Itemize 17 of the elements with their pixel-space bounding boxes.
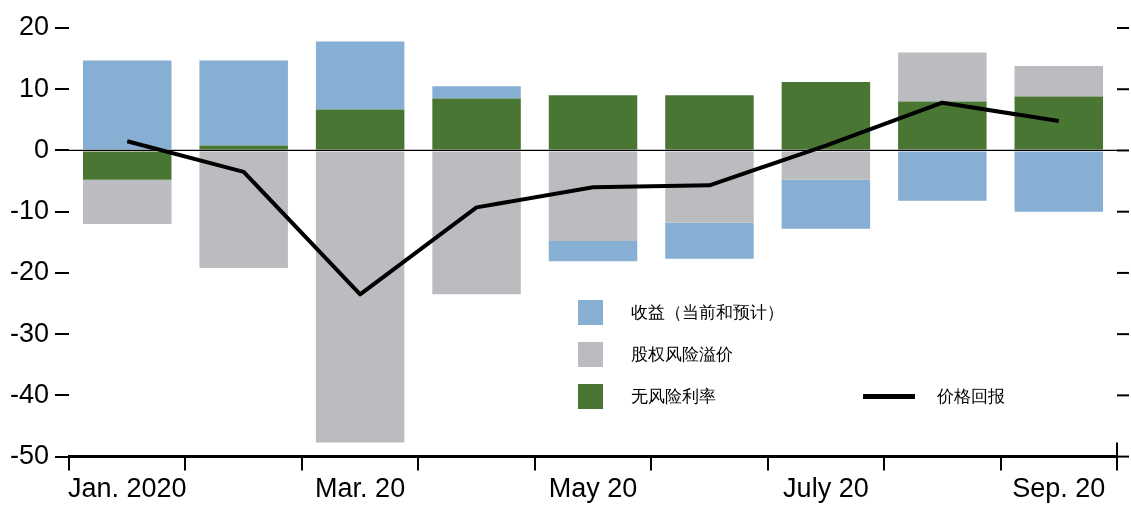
y-tick-label: -50 (9, 440, 50, 471)
x-tick-label: Jan. 2020 (67, 473, 187, 504)
y-tick-label: 20 (18, 11, 50, 42)
legend-label: 股权风险溢价 (631, 344, 733, 366)
y-tick-label: -30 (9, 317, 50, 348)
y-tick-label: 0 (33, 133, 50, 164)
legend-label: 收益（当前和预计） (631, 302, 784, 324)
x-tick-label: July 20 (783, 473, 869, 504)
y-tick-label: -40 (9, 378, 50, 409)
x-tick-label: Mar. 20 (315, 473, 406, 504)
y-tick-label: -20 (9, 256, 50, 287)
y-tick-label: 10 (18, 72, 50, 103)
legend-label: 无风险利率 (631, 386, 716, 408)
y-tick-label: -10 (9, 195, 50, 226)
legend-label: 价格回报 (937, 386, 1005, 408)
x-tick-label: Sep. 20 (1012, 473, 1106, 504)
x-tick-label: May 20 (548, 473, 638, 504)
